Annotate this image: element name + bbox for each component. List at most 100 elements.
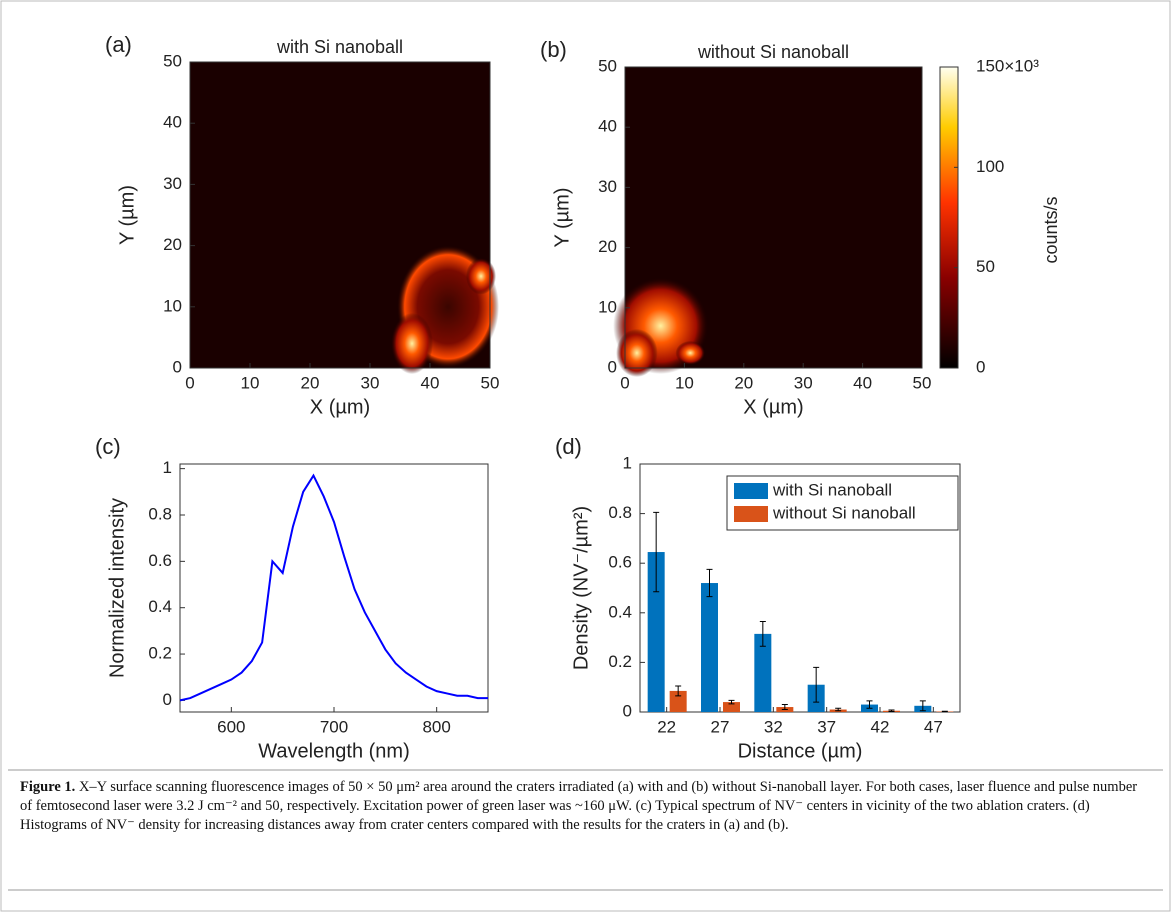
error-bar <box>706 568 713 598</box>
y-tick-label: 50 <box>598 56 617 75</box>
y-tick-label: 0 <box>163 690 172 709</box>
y-tick-label: 0.2 <box>608 652 632 671</box>
y-tick-label: 0.8 <box>608 503 632 522</box>
axes-box <box>639 463 961 713</box>
y-axis-label: Y (µm) <box>551 187 573 247</box>
bar <box>647 552 665 712</box>
y-tick-label: 0 <box>623 701 632 720</box>
y-tick-label: 0 <box>173 357 182 376</box>
y-tick-label: 0.4 <box>148 597 172 616</box>
bar <box>669 690 687 712</box>
x-tick-label: 40 <box>853 373 872 392</box>
chart-title: without Si nanoball <box>697 42 849 62</box>
legend-swatch <box>734 506 768 522</box>
x-tick-label: 20 <box>301 373 320 392</box>
y-tick-label: 30 <box>163 174 182 193</box>
x-tick-label: 700 <box>320 717 348 736</box>
x-tick-label: 42 <box>871 717 890 736</box>
colorbar-tick-label: 100 <box>976 157 1004 176</box>
y-tick-label: 30 <box>598 177 617 196</box>
y-tick-label: 0.6 <box>608 553 632 572</box>
x-tick-label: 10 <box>241 373 260 392</box>
x-tick-label: 32 <box>764 717 783 736</box>
y-tick-label: 0.6 <box>148 551 172 570</box>
y-tick-label: 0.4 <box>608 602 632 621</box>
x-tick-label: 30 <box>361 373 380 392</box>
panel-label: (d) <box>555 434 582 459</box>
chart-title: with Si nanoball <box>276 37 403 57</box>
error-bar <box>781 704 788 711</box>
y-tick-label: 40 <box>163 113 182 132</box>
y-axis-label: Normalized intensity <box>106 498 128 678</box>
bar <box>701 583 718 712</box>
heatmap-hotspot <box>466 257 496 295</box>
bar <box>723 702 740 712</box>
error-bar <box>759 620 766 647</box>
heatmap-hotspot <box>391 312 433 375</box>
x-axis-label: Wavelength (nm) <box>258 740 410 762</box>
bar <box>754 633 772 712</box>
y-tick-label: 0 <box>608 357 617 376</box>
x-tick-label: 22 <box>657 717 676 736</box>
y-tick-label: 0.8 <box>148 504 172 523</box>
y-tick-label: 20 <box>163 235 182 254</box>
y-tick-label: 40 <box>598 117 617 136</box>
x-tick-label: 20 <box>734 373 753 392</box>
colorbar <box>939 66 959 369</box>
line-series <box>179 473 488 702</box>
y-axis-label: Density (NV⁻/µm²) <box>570 506 592 670</box>
panel-label: (c) <box>95 434 121 459</box>
x-tick-label: 37 <box>817 717 836 736</box>
y-tick-label: 20 <box>598 237 617 256</box>
error-bar <box>653 511 660 593</box>
error-bar <box>835 707 842 712</box>
caption-label: Figure 1. <box>20 779 76 795</box>
y-tick-label: 10 <box>598 297 617 316</box>
y-tick-label: 1 <box>623 453 632 472</box>
colorbar-tick-label: 0 <box>976 357 985 376</box>
x-tick-label: 600 <box>217 717 245 736</box>
error-bar <box>728 699 735 705</box>
x-axis-label: Distance (µm) <box>738 740 863 762</box>
x-tick-label: 40 <box>421 373 440 392</box>
x-tick-label: 47 <box>924 717 943 736</box>
x-tick-label: 0 <box>185 373 194 392</box>
error-bar <box>813 666 820 703</box>
legend-swatch <box>734 483 768 499</box>
x-axis-label: X (µm) <box>743 396 803 418</box>
y-tick-label: 10 <box>163 296 182 315</box>
error-bar <box>675 685 682 697</box>
x-tick-label: 800 <box>422 717 450 736</box>
x-tick-label: 10 <box>675 373 694 392</box>
x-tick-label: 27 <box>711 717 730 736</box>
y-tick-label: 1 <box>163 458 172 477</box>
heatmap-hotspot <box>675 340 706 365</box>
x-tick-label: 50 <box>481 373 500 392</box>
legend-label: with Si nanoball <box>772 480 892 499</box>
colorbar-tick-label: 150×10³ <box>976 56 1039 75</box>
y-tick-label: 0.2 <box>148 644 172 663</box>
y-tick-label: 50 <box>163 51 182 70</box>
colorbar-label: counts/s <box>1041 196 1061 263</box>
panel-label: (b) <box>540 37 567 62</box>
error-bar <box>866 700 873 709</box>
y-axis-label: Y (µm) <box>116 185 138 245</box>
error-bar <box>888 709 895 713</box>
legend-label: without Si nanoball <box>772 503 916 522</box>
x-axis-label: X (µm) <box>310 396 370 418</box>
colorbar-tick-label: 50 <box>976 257 995 276</box>
axes-box <box>179 463 489 713</box>
caption-text: X–Y surface scanning fluorescence images… <box>20 779 1138 833</box>
error-bar <box>919 700 926 712</box>
x-tick-label: 30 <box>794 373 813 392</box>
x-tick-label: 50 <box>913 373 932 392</box>
heatmap-hotspot <box>616 328 658 378</box>
caption: Figure 1. X–Y surface scanning fluoresce… <box>20 778 1150 835</box>
axes-box <box>189 61 491 369</box>
x-tick-label: 0 <box>620 373 629 392</box>
panel-label: (a) <box>105 32 132 57</box>
axes-box <box>624 66 923 369</box>
